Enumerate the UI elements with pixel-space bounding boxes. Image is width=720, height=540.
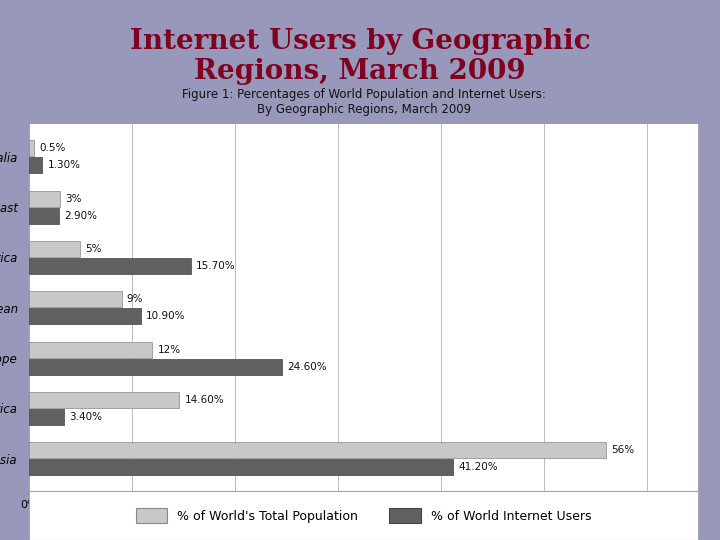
Bar [29, 341, 153, 357]
Bar [29, 140, 34, 157]
Text: 3%: 3% [65, 194, 81, 204]
Bar [29, 392, 179, 408]
Text: Internet Users by Geographic
Regions, March 2009: Internet Users by Geographic Regions, Ma… [130, 28, 590, 85]
Text: 2.90%: 2.90% [64, 211, 96, 221]
Bar [29, 258, 191, 274]
Text: 56%: 56% [611, 445, 634, 455]
Bar [29, 157, 42, 173]
Bar [29, 459, 453, 475]
Bar [29, 241, 81, 257]
Text: 14.60%: 14.60% [184, 395, 224, 405]
Text: 3.40%: 3.40% [69, 412, 102, 422]
Text: 24.60%: 24.60% [287, 362, 327, 372]
Bar [29, 308, 141, 325]
Text: 15.70%: 15.70% [196, 261, 235, 271]
Bar [29, 442, 606, 458]
Text: 12%: 12% [158, 345, 181, 355]
Bar [29, 191, 60, 207]
Text: 5%: 5% [86, 244, 102, 254]
Bar [29, 409, 64, 425]
Legend: % of World's Total Population, % of World Internet Users: % of World's Total Population, % of Worl… [130, 502, 598, 529]
Text: 41.20%: 41.20% [459, 462, 498, 472]
Text: 10.90%: 10.90% [146, 312, 186, 321]
Bar [29, 359, 282, 375]
Title: Figure 1: Percentages of World Population and Internet Users:
By Geographic Regi: Figure 1: Percentages of World Populatio… [181, 88, 546, 116]
Text: 0.5%: 0.5% [39, 143, 66, 153]
Text: 9%: 9% [127, 294, 143, 304]
Text: 1.30%: 1.30% [48, 160, 81, 171]
Bar [29, 208, 58, 224]
Bar [29, 291, 122, 307]
